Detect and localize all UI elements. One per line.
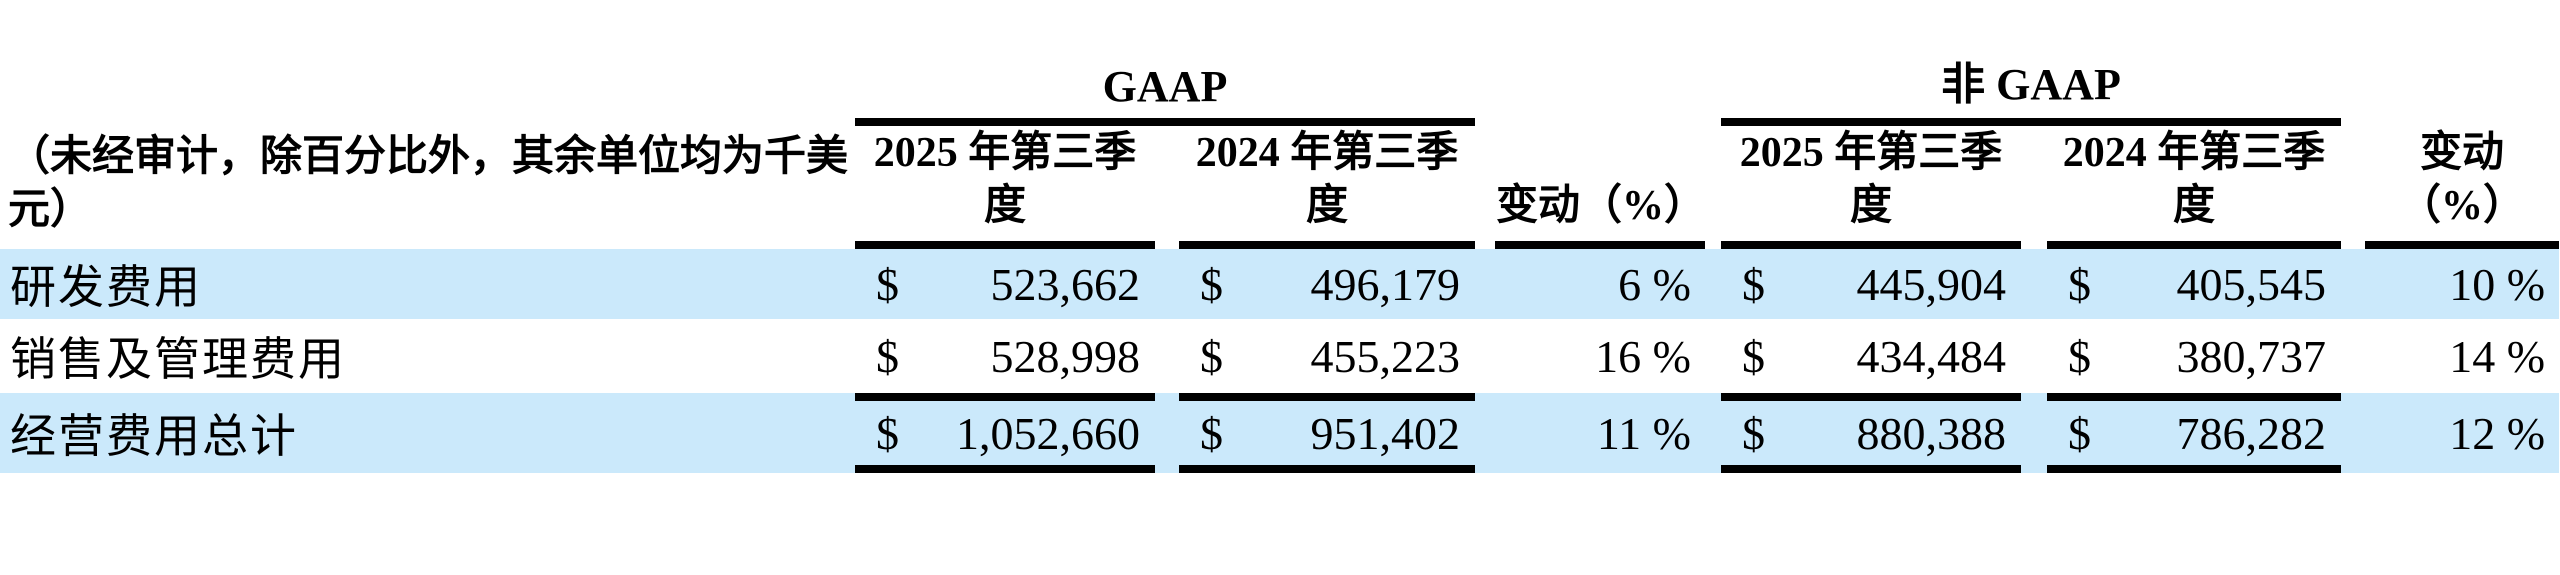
percent-cell: 14 % bbox=[2449, 330, 2546, 382]
col-header-gaap-q3-2024: 2024 年第三季 度 bbox=[1179, 126, 1475, 249]
dollar-sign: $ bbox=[1200, 330, 1223, 382]
table-row-total-operating-expenses: 经营费用总计 $1,052,660 $951,402 11 % $880,388… bbox=[0, 393, 2560, 473]
percent-cell: 10 % bbox=[2365, 249, 2560, 319]
group-header-non-gaap: 非 GAAP bbox=[1721, 34, 2342, 126]
spacer-cell bbox=[1155, 393, 1179, 473]
spacer-cell bbox=[1475, 393, 1495, 473]
money-cell: $380,737 bbox=[2047, 319, 2341, 393]
col-header-line: 变动 bbox=[2420, 130, 2505, 176]
amount: 405,545 bbox=[2176, 258, 2327, 310]
table-row-rd-expenses: 研发费用 $523,662 $496,179 6 % $445,904 $405… bbox=[0, 249, 2560, 319]
amount: 434,484 bbox=[1856, 330, 2007, 382]
col-header-gaap-change: 变动（%） bbox=[1495, 126, 1705, 249]
money-cell: $496,179 bbox=[1179, 249, 1475, 319]
col-header-nongaap-q3-2024: 2024 年第三季 度 bbox=[2047, 126, 2342, 249]
spacer-cell bbox=[1705, 393, 1721, 473]
spacer-cell bbox=[1155, 126, 1179, 249]
col-header-line: 度 bbox=[983, 183, 1026, 229]
dollar-sign: $ bbox=[876, 407, 899, 459]
page: （未经审计，除百分比外，其余单位均为千美 元） GAAP 非 GAAP 2025… bbox=[0, 34, 2560, 473]
spacer-cell bbox=[2021, 249, 2047, 319]
dollar-sign: $ bbox=[2068, 330, 2091, 382]
amount: 528,998 bbox=[990, 330, 1141, 382]
col-header-line: 2024 年第三季 bbox=[2062, 130, 2326, 176]
row-label: 研发费用 bbox=[0, 249, 855, 319]
spacer-cell bbox=[1705, 319, 1721, 393]
col-header-gaap-q3-2025: 2025 年第三季 度 bbox=[855, 126, 1155, 249]
spacer-cell bbox=[2341, 393, 2366, 473]
dollar-sign: $ bbox=[1742, 330, 1765, 382]
spacer-cell bbox=[2341, 319, 2365, 393]
dollar-sign: $ bbox=[1742, 258, 1765, 310]
unit-note-line: （未经审计，除百分比外，其余单位均为千美 bbox=[8, 134, 849, 180]
col-header-line: 度 bbox=[1305, 183, 1348, 229]
percent-cell: 11 % bbox=[1495, 393, 1705, 473]
dollar-sign: $ bbox=[2068, 407, 2091, 459]
amount: 445,904 bbox=[1856, 258, 2007, 310]
col-header-line: 变动（%） bbox=[1496, 183, 1705, 229]
spacer-cell bbox=[1475, 319, 1495, 393]
col-header-line: 2025 年第三季 bbox=[873, 130, 1137, 176]
spacer-cell bbox=[2021, 319, 2047, 393]
dollar-sign: $ bbox=[1200, 407, 1223, 459]
amount: 1,052,660 bbox=[956, 407, 1140, 459]
percent-cell: 12 % bbox=[2365, 393, 2560, 473]
money-cell: $786,282 bbox=[2047, 393, 2342, 473]
money-cell: $880,388 bbox=[1721, 393, 2021, 473]
dollar-sign: $ bbox=[876, 258, 899, 310]
money-cell: $445,904 bbox=[1721, 249, 2021, 319]
money-cell: $528,998 bbox=[855, 319, 1155, 393]
amount: 951,402 bbox=[1310, 407, 1461, 459]
col-header-line: 度 bbox=[2173, 183, 2216, 229]
money-cell: $523,662 bbox=[855, 249, 1155, 319]
spacer-cell bbox=[1705, 126, 1721, 249]
money-cell: $951,402 bbox=[1179, 393, 1475, 473]
amount: 455,223 bbox=[1310, 330, 1461, 382]
dollar-sign: $ bbox=[1200, 258, 1223, 310]
percent-cell: 16 % bbox=[1595, 330, 1691, 382]
col-header-line: 2024 年第三季 bbox=[1195, 130, 1459, 176]
amount: 880,388 bbox=[1856, 407, 2007, 459]
spacer-cell bbox=[2021, 393, 2047, 473]
operating-expenses-table: （未经审计，除百分比外，其余单位均为千美 元） GAAP 非 GAAP 2025… bbox=[0, 34, 2560, 473]
table-row-sga-expenses: 销售及管理费用 $528,998 $455,223 16 % $434,484 … bbox=[0, 319, 2559, 393]
column-header-row: 2025 年第三季 度 2024 年第三季 度 变动（%） 2025 年第三季 … bbox=[0, 126, 2560, 249]
money-cell: $434,484 bbox=[1721, 319, 2021, 393]
row-label: 销售及管理费用 bbox=[10, 334, 346, 385]
percent-cell: 6 % bbox=[1495, 249, 1705, 319]
spacer-cell bbox=[1705, 34, 1721, 126]
unit-note: （未经审计，除百分比外，其余单位均为千美 元） bbox=[0, 34, 855, 249]
spacer-cell bbox=[1475, 126, 1495, 249]
dollar-sign: $ bbox=[876, 330, 899, 382]
money-cell: $1,052,660 bbox=[855, 393, 1155, 473]
money-cell: $405,545 bbox=[2047, 249, 2342, 319]
amount: 496,179 bbox=[1310, 258, 1461, 310]
unit-note-line: 元） bbox=[8, 187, 93, 233]
dollar-sign: $ bbox=[2068, 258, 2091, 310]
spacer-cell bbox=[1705, 249, 1721, 319]
group-header-row: （未经审计，除百分比外，其余单位均为千美 元） GAAP 非 GAAP bbox=[0, 34, 2559, 233]
group-header-gaap: GAAP bbox=[855, 34, 1475, 126]
col-header-line: 2025 年第三季 bbox=[1739, 130, 2003, 176]
col-header-line: （%） bbox=[2399, 183, 2526, 229]
spacer-cell bbox=[1155, 249, 1179, 319]
spacer-cell bbox=[2341, 126, 2365, 249]
money-cell: $455,223 bbox=[1179, 319, 1475, 393]
spacer-cell bbox=[2365, 34, 2559, 126]
col-header-nongaap-q3-2025: 2025 年第三季 度 bbox=[1721, 126, 2021, 249]
row-label: 经营费用总计 bbox=[0, 393, 855, 473]
amount: 523,662 bbox=[990, 258, 1141, 310]
col-header-line: 度 bbox=[1849, 183, 1892, 229]
amount: 786,282 bbox=[2176, 407, 2327, 459]
dollar-sign: $ bbox=[1742, 407, 1765, 459]
spacer-cell bbox=[2341, 34, 2365, 126]
spacer-cell bbox=[1155, 319, 1179, 393]
col-header-nongaap-change: 变动 （%） bbox=[2365, 126, 2560, 249]
spacer-cell bbox=[2021, 126, 2047, 249]
spacer-cell bbox=[1475, 34, 1495, 126]
spacer-cell bbox=[2341, 249, 2366, 319]
spacer-cell bbox=[1475, 249, 1495, 319]
amount: 380,737 bbox=[2176, 330, 2327, 382]
spacer-cell bbox=[1495, 34, 1705, 126]
